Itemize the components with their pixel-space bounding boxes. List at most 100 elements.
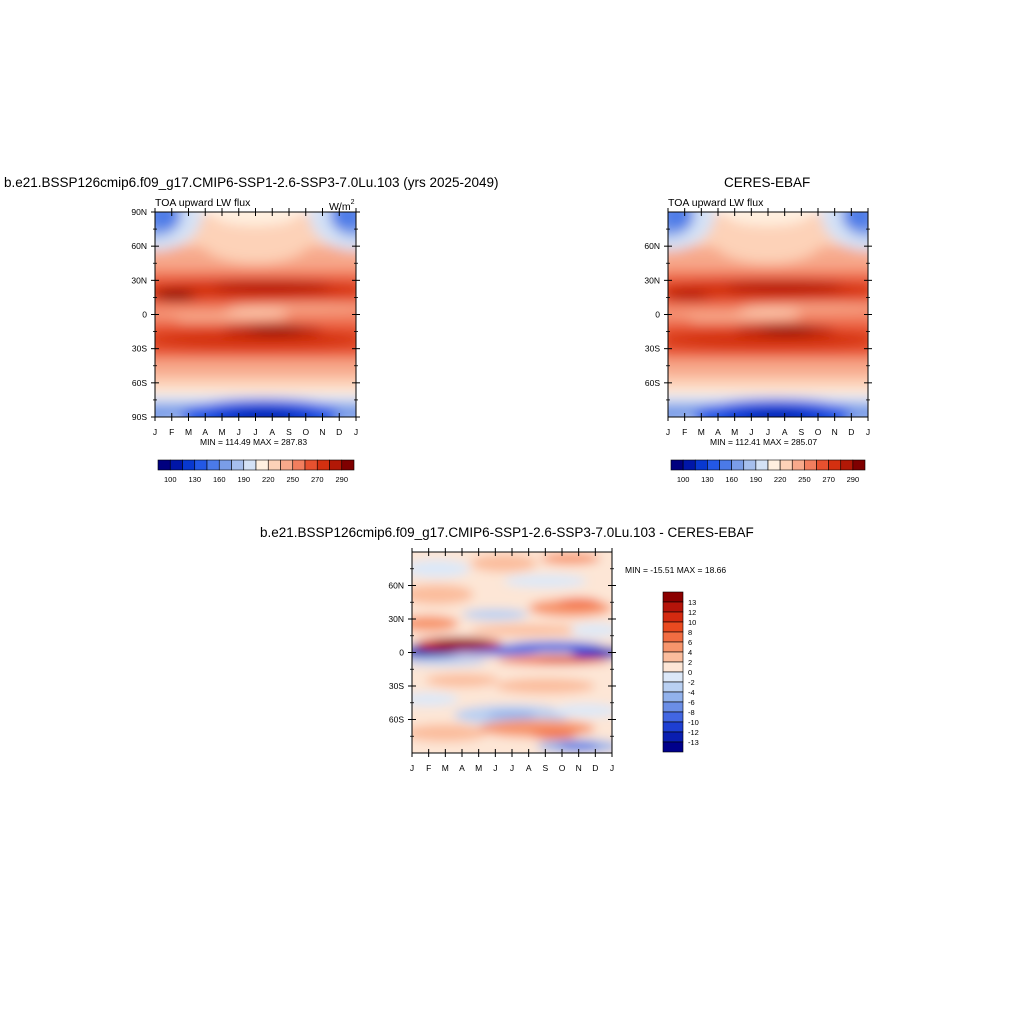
obs-panel-title: CERES-EBAF [724,175,811,190]
colorbar-box [255,459,269,471]
colorbar-box [316,459,330,471]
colorbar-box [267,459,281,471]
pos-sh-max [537,656,597,662]
colorbar-box [662,591,684,603]
north-summer-cap [726,212,810,226]
colorbar-label: -8 [688,708,695,717]
colorbar-box [292,459,306,471]
weak-pos-a [470,554,537,573]
x-tick-label: N [832,427,838,437]
weak-neg-f [553,703,612,718]
colorbar-box [341,459,355,471]
x-tick-label: M [731,427,738,437]
colorbar-box [662,611,684,623]
south-winter-colder [210,406,318,417]
north-summer-warm [196,212,315,264]
x-tick-label: J [493,763,497,773]
x-tick-label: N [319,427,325,437]
colorbar-label: 130 [701,475,714,484]
x-tick-label: S [286,427,292,437]
pos-south-core [530,730,578,740]
colorbar-label: 250 [286,475,299,484]
south-winter-min [233,412,295,417]
colorbar-label: 100 [677,475,690,484]
colorbar-label: -6 [688,698,695,707]
obs-heatmap [668,212,868,417]
y-tick-label: 30S [132,344,147,354]
colorbar-box [169,459,183,471]
model-colorbar: 100 130 160 190 220 250 270 290 [157,459,355,484]
colorbar-box [662,691,684,703]
north-summer-warm [709,212,827,264]
north-winter-min-a [155,212,179,228]
x-tick-label: J [253,427,257,437]
obs-panel-stats: MIN = 112.41 MAX = 285.07 [710,437,818,447]
x-tick-label: A [715,427,721,437]
y-tick-label: 30N [388,614,404,624]
north-winter-min-a [668,212,692,228]
south-winter-min [746,412,807,417]
colorbar-label: 0 [688,668,692,677]
colorbar-box [779,459,793,471]
colorbar-label: 13 [688,598,696,607]
x-tick-label: J [766,427,770,437]
colorbar-label: 100 [164,475,177,484]
colorbar-label: 290 [847,475,860,484]
y-tick-label: 60S [389,715,404,725]
colorbar-label: 4 [688,648,692,657]
colorbar-box [670,459,684,471]
colorbar-label: 2 [688,658,692,667]
colorbar-box [662,701,684,713]
colorbar-label: 130 [188,475,201,484]
colorbar-label: -2 [688,678,695,687]
colorbar-box [707,459,720,471]
itcz-edge [668,316,693,324]
y-tick-label: 90N [131,207,147,217]
colorbar-box [662,741,684,753]
units-label: W/m2 [329,199,355,213]
colorbar-box [662,661,684,673]
neg-south-polar-core [558,742,599,750]
north-winter-min-b [332,212,356,228]
model-panel-subtitle: TOA upward LW flux [155,197,251,209]
model-panel-stats: MIN = 114.49 MAX = 287.83 [200,437,308,447]
obs-panel-subtitle: TOA upward LW flux [668,197,764,209]
x-tick-label: J [354,427,358,437]
colorbar-box [791,459,805,471]
x-tick-label: J [749,427,753,437]
colorbar-box [840,459,854,471]
colorbar-label: 12 [688,608,696,617]
sh-winter-max [761,327,815,334]
colorbar-box [804,459,817,471]
south-summer-edge-a [155,410,181,417]
y-tick-label: 60N [131,241,147,251]
weak-neg-e [412,692,459,707]
colorbar-box [662,601,684,613]
colorbar-box [816,459,829,471]
y-tick-label: 30N [131,275,147,285]
weak-pos-h [425,673,499,688]
colorbar-label: 290 [335,475,348,484]
x-tick-label: J [510,763,514,773]
neg-sh-west [412,656,487,666]
x-tick-label: J [666,427,670,437]
x-tick-label: A [782,427,788,437]
colorbar-box [304,459,318,471]
colorbar-box [694,459,708,471]
y-tick-label: 0 [399,648,404,658]
south-winter-colder [723,406,830,417]
model-panel-title: b.e21.BSSP126cmip6.f09_g17.CMIP6-SSP1-2.… [4,175,499,190]
colorbar-box [662,621,684,633]
weak-pos-c [412,584,474,605]
colorbar-box [157,459,171,471]
north-summer-cap [213,212,298,226]
weak-pos-f [412,615,459,632]
y-tick-label: 30S [389,681,404,691]
colorbar-box [662,641,684,653]
south-summer-edge-b [843,410,868,417]
eq-neg-dec-core [588,649,612,656]
band-south-mid [668,360,868,378]
x-tick-label: J [410,763,414,773]
colorbar-label: 270 [822,475,835,484]
